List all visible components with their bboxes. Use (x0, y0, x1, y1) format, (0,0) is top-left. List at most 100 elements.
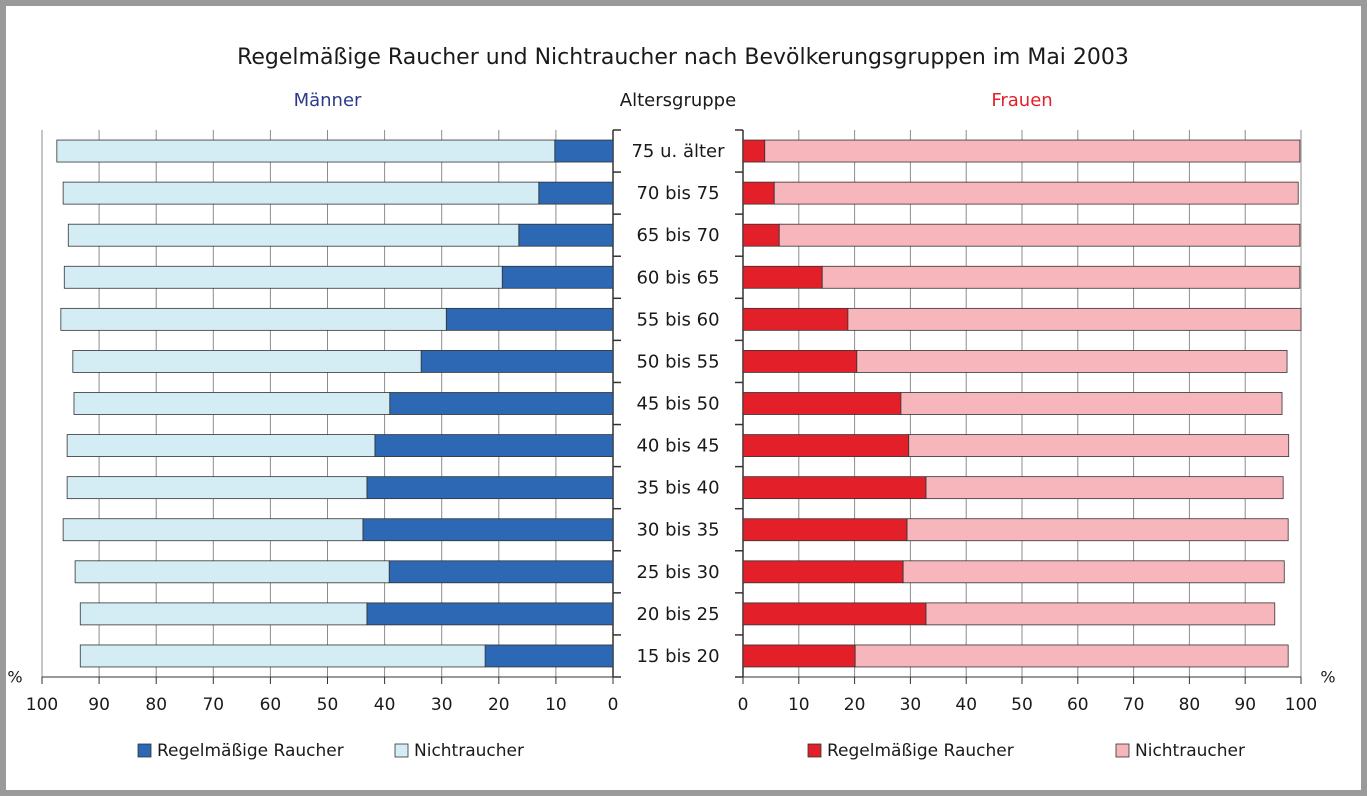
legend-swatch (394, 743, 409, 758)
legend-swatch (137, 743, 152, 758)
bar-segment (742, 181, 775, 205)
bar-segment (773, 181, 1299, 205)
bar-segment (906, 518, 1289, 542)
x-tick-label: 20 (488, 695, 510, 715)
bar-segment (67, 223, 520, 247)
category-label: 50 bis 55 (636, 351, 719, 372)
bar-segment (56, 139, 556, 163)
bar-segment (764, 139, 1301, 163)
x-tick-label: 0 (608, 695, 619, 715)
bar-segment (742, 392, 902, 415)
bar-segment (742, 602, 927, 626)
bar-segment (66, 476, 368, 500)
bar-segment (900, 392, 1283, 415)
bar-segment (854, 644, 1289, 668)
bar-segment (908, 434, 1290, 457)
legend-label: Nichtraucher (414, 741, 524, 761)
bar-segment (518, 223, 614, 247)
x-tick-label: 60 (260, 695, 282, 715)
x-tick-label: 10 (788, 695, 810, 715)
bar-segment (73, 392, 391, 415)
bar-segment (366, 602, 614, 626)
x-axis-unit: % (1320, 668, 1335, 687)
x-tick-label: 70 (1123, 695, 1145, 715)
category-label: 20 bis 25 (636, 604, 719, 625)
x-tick-label: 50 (317, 695, 339, 715)
x-tick-label: 30 (431, 695, 453, 715)
bar-segment (79, 644, 486, 668)
bar-segment (66, 434, 376, 457)
category-label: 60 bis 65 (636, 267, 719, 288)
bar-segment (742, 560, 904, 584)
legend-swatch (807, 743, 822, 758)
legend-label: Regelmäßige Raucher (157, 741, 344, 761)
bar-segment (362, 518, 614, 542)
bar-segment (847, 307, 1302, 331)
bar-segment (60, 307, 447, 331)
bar-segment (79, 602, 368, 626)
category-label: 70 bis 75 (636, 183, 719, 204)
bar-segment (389, 392, 614, 415)
x-tick-label: 90 (88, 695, 110, 715)
bar-segment (902, 560, 1285, 584)
x-axis-unit: % (7, 668, 22, 687)
x-tick-label: 100 (26, 695, 58, 715)
panel-title: Männer (294, 90, 362, 111)
bar-segment (856, 350, 1288, 373)
bar-segment (742, 307, 849, 331)
bar-segment (420, 350, 614, 373)
x-tick-label: 40 (955, 695, 977, 715)
bar-segment (72, 350, 422, 373)
category-label: 75 u. älter (631, 141, 725, 162)
x-tick-label: 20 (844, 695, 866, 715)
bar-segment (63, 265, 503, 289)
bar-segment (742, 265, 823, 289)
category-label: 65 bis 70 (636, 225, 719, 246)
x-tick-label: 100 (1285, 695, 1317, 715)
category-label: 30 bis 35 (636, 520, 719, 541)
bar-segment (742, 434, 910, 457)
panel-title: Frauen (991, 90, 1052, 111)
bar-segment (742, 518, 908, 542)
bar-segment (366, 476, 614, 500)
legend-label: Regelmäßige Raucher (827, 741, 1014, 761)
bar-segment (821, 265, 1301, 289)
x-tick-label: 70 (202, 695, 224, 715)
x-tick-label: 80 (145, 695, 167, 715)
legend-label: Nichtraucher (1135, 741, 1245, 761)
bar-segment (742, 644, 856, 668)
bar-segment (925, 602, 1276, 626)
legend-swatch (1115, 743, 1130, 758)
bar-segment (62, 181, 540, 205)
bar-segment (742, 350, 858, 373)
x-tick-label: 80 (1179, 695, 1201, 715)
category-label: 15 bis 20 (636, 646, 719, 667)
bar-segment (925, 476, 1284, 500)
bar-segment (501, 265, 614, 289)
x-tick-label: 10 (545, 695, 567, 715)
category-label: 25 bis 30 (636, 562, 719, 583)
category-label: 55 bis 60 (636, 309, 719, 330)
bar-segment (374, 434, 614, 457)
bar-segment (538, 181, 614, 205)
bar-segment (778, 223, 1301, 247)
bar-segment (445, 307, 614, 331)
bar-segment (742, 476, 927, 500)
x-tick-label: 0 (738, 695, 749, 715)
bar-segment (62, 518, 364, 542)
bar-segment (742, 139, 766, 163)
x-tick-label: 90 (1234, 695, 1256, 715)
bar-segment (484, 644, 614, 668)
bar-segment (74, 560, 390, 584)
category-label: 40 bis 45 (636, 436, 719, 457)
category-label: 35 bis 40 (636, 478, 719, 499)
bar-segment (742, 223, 780, 247)
bar-segment (554, 139, 614, 163)
category-axis-title: Altersgruppe (620, 90, 736, 111)
category-label: 45 bis 50 (636, 394, 719, 415)
x-tick-label: 30 (900, 695, 922, 715)
x-tick-label: 50 (1011, 695, 1033, 715)
chart-title: Regelmäßige Raucher und Nichtraucher nac… (237, 45, 1129, 70)
bar-segment (388, 560, 614, 584)
